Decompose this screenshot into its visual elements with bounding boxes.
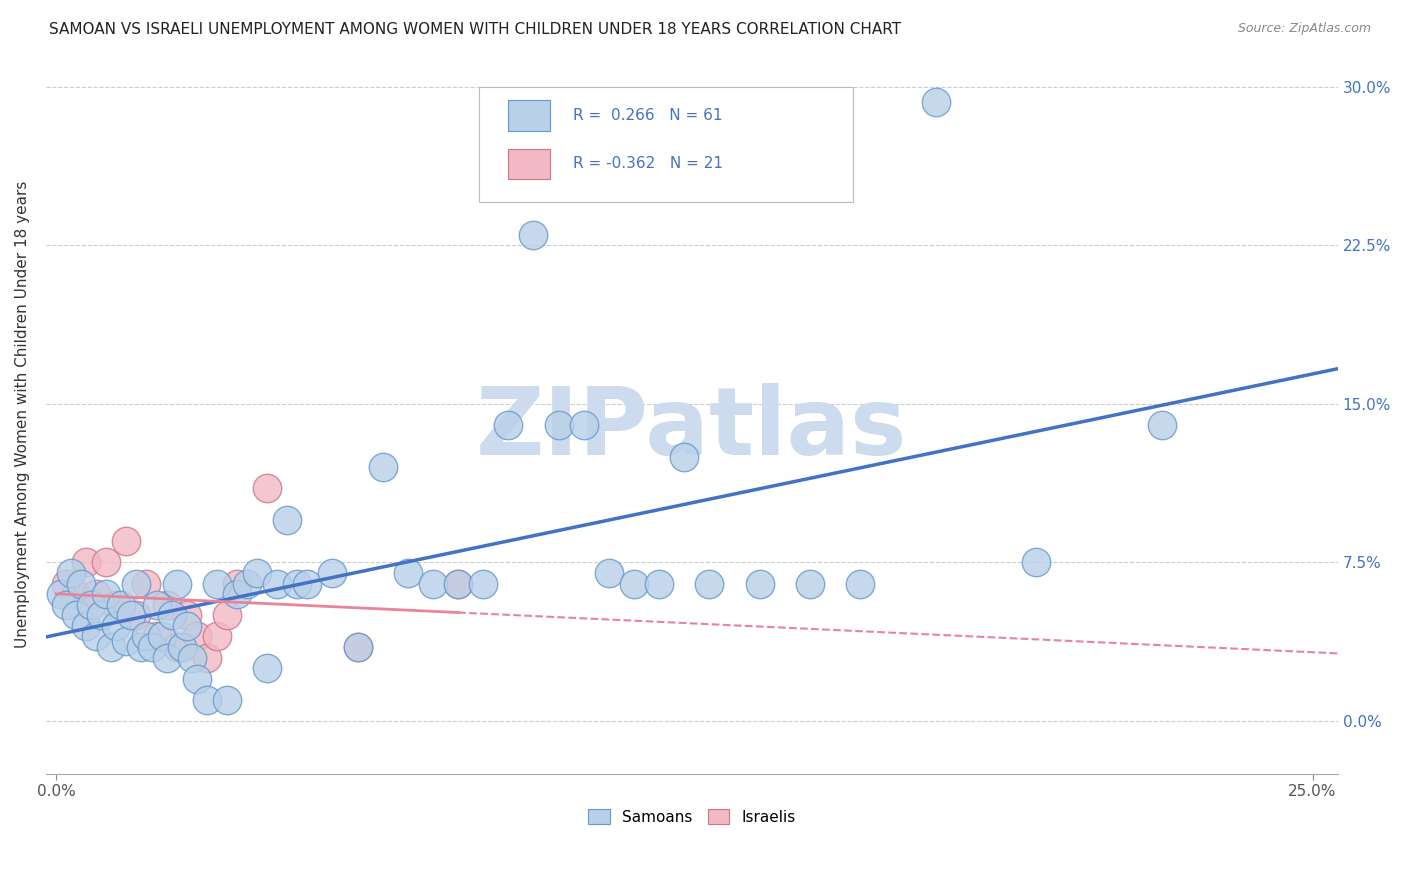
Point <box>226 576 249 591</box>
Point <box>498 417 520 432</box>
Point <box>180 650 202 665</box>
Point <box>65 608 87 623</box>
Point <box>145 629 167 643</box>
Point <box>96 587 118 601</box>
Point <box>155 650 177 665</box>
Point <box>472 576 495 591</box>
Point <box>166 576 188 591</box>
Point <box>371 460 394 475</box>
Point <box>799 576 821 591</box>
Legend: Samoans, Israelis: Samoans, Israelis <box>582 803 801 830</box>
Point <box>256 482 278 496</box>
Point <box>276 513 298 527</box>
Point <box>155 598 177 612</box>
Point <box>748 576 770 591</box>
Point <box>186 629 208 643</box>
Point <box>572 417 595 432</box>
Point <box>205 629 228 643</box>
Point <box>110 598 132 612</box>
Point <box>65 587 87 601</box>
Point <box>115 534 138 549</box>
Point <box>285 576 308 591</box>
Point <box>215 693 238 707</box>
Point <box>84 587 107 601</box>
Point <box>1150 417 1173 432</box>
Point <box>170 640 193 654</box>
Point <box>125 608 148 623</box>
Point <box>924 95 946 109</box>
Point <box>195 693 218 707</box>
Point <box>422 576 444 591</box>
Point <box>105 619 128 633</box>
Text: R =  0.266   N = 61: R = 0.266 N = 61 <box>574 108 723 123</box>
Point <box>396 566 419 580</box>
Point <box>90 608 112 623</box>
Text: R = -0.362   N = 21: R = -0.362 N = 21 <box>574 156 723 171</box>
Point <box>849 576 872 591</box>
Text: Source: ZipAtlas.com: Source: ZipAtlas.com <box>1237 22 1371 36</box>
Point <box>297 576 319 591</box>
Point <box>176 608 198 623</box>
Point <box>522 227 544 242</box>
Point <box>623 576 645 591</box>
Text: SAMOAN VS ISRAELI UNEMPLOYMENT AMONG WOMEN WITH CHILDREN UNDER 18 YEARS CORRELAT: SAMOAN VS ISRAELI UNEMPLOYMENT AMONG WOM… <box>49 22 901 37</box>
Point <box>84 629 107 643</box>
Point <box>447 576 470 591</box>
Point <box>346 640 368 654</box>
Point <box>673 450 696 464</box>
Point <box>135 576 157 591</box>
Point <box>598 566 620 580</box>
Point <box>55 576 77 591</box>
Point <box>160 608 183 623</box>
Point <box>205 576 228 591</box>
Point <box>55 598 77 612</box>
Point <box>141 640 163 654</box>
Point <box>195 650 218 665</box>
Point <box>699 576 721 591</box>
Point <box>215 608 238 623</box>
Point <box>75 555 97 569</box>
Point <box>648 576 671 591</box>
Point <box>135 629 157 643</box>
Point <box>49 587 72 601</box>
Point <box>321 566 343 580</box>
Point <box>131 640 153 654</box>
Point <box>125 576 148 591</box>
Point <box>60 566 83 580</box>
Point <box>70 576 93 591</box>
Point <box>115 633 138 648</box>
Point <box>150 629 173 643</box>
Point <box>256 661 278 675</box>
Point <box>145 598 167 612</box>
Y-axis label: Unemployment Among Women with Children Under 18 years: Unemployment Among Women with Children U… <box>15 181 30 648</box>
Point <box>186 672 208 686</box>
Point <box>1025 555 1047 569</box>
Point <box>547 417 569 432</box>
Point <box>266 576 288 591</box>
Point <box>166 640 188 654</box>
Point <box>105 598 128 612</box>
Point <box>120 608 142 623</box>
Point <box>346 640 368 654</box>
Text: ZIPatlas: ZIPatlas <box>477 383 907 475</box>
Point <box>246 566 269 580</box>
Point <box>447 576 470 591</box>
Point <box>226 587 249 601</box>
Point <box>96 555 118 569</box>
Point <box>236 576 259 591</box>
Point <box>100 640 122 654</box>
FancyBboxPatch shape <box>509 149 550 178</box>
Point <box>75 619 97 633</box>
Point <box>176 619 198 633</box>
FancyBboxPatch shape <box>509 101 550 130</box>
Point <box>80 598 103 612</box>
FancyBboxPatch shape <box>478 87 853 202</box>
